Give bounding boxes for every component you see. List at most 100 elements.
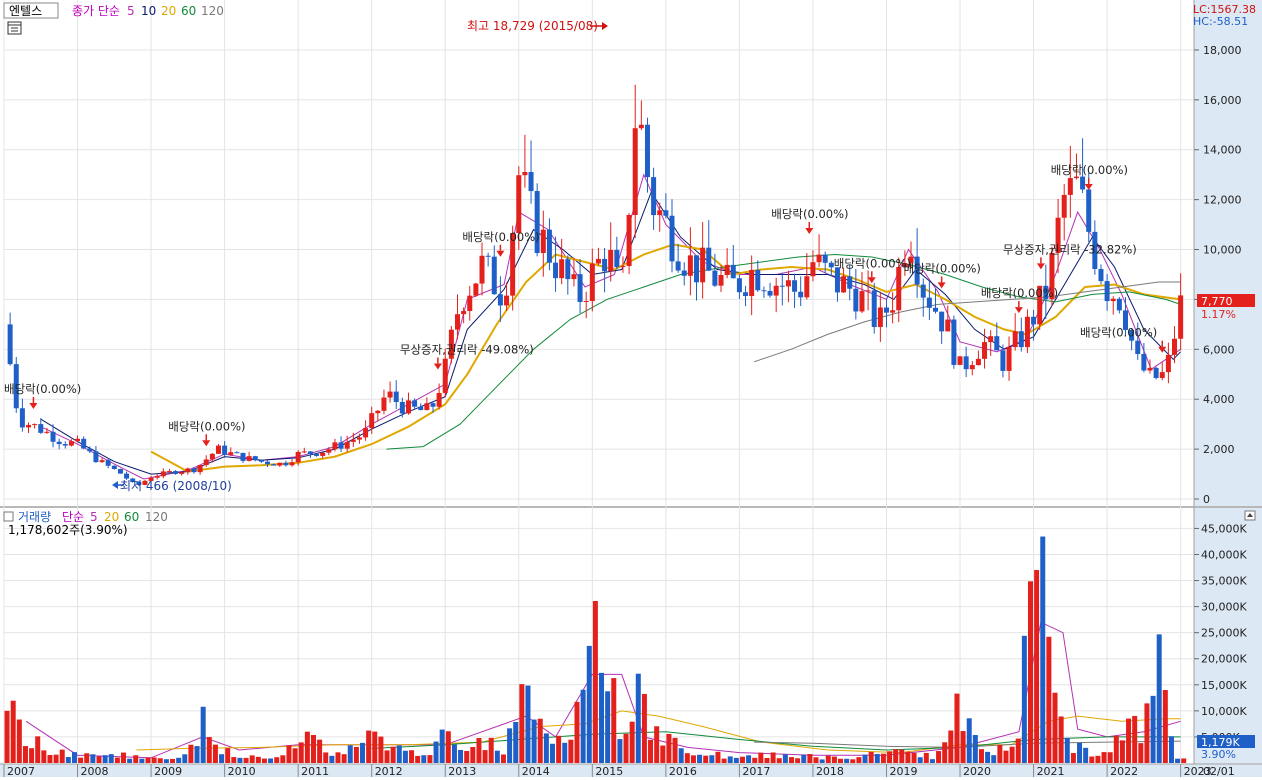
volume-bar xyxy=(1089,756,1095,763)
volume-bar xyxy=(378,736,384,763)
price-candle xyxy=(50,431,56,442)
price-candle xyxy=(810,262,816,277)
price-candle xyxy=(804,276,810,298)
price-legend-ma120: 120 xyxy=(201,4,224,18)
volume-bar xyxy=(1052,692,1058,763)
price-candle xyxy=(896,267,902,311)
date-tick-label: 2021 xyxy=(1037,765,1065,777)
price-candle xyxy=(969,365,975,370)
volume-bar xyxy=(286,745,292,763)
price-candle xyxy=(320,452,326,456)
price-candle xyxy=(1116,298,1122,311)
volume-bar xyxy=(78,757,84,763)
volume-bar xyxy=(874,753,880,763)
price-candle xyxy=(1122,310,1128,330)
volume-bar xyxy=(323,752,329,763)
price-ma-120-line xyxy=(753,281,1181,363)
lc-readout: LC:1567.38 xyxy=(1193,3,1256,16)
volume-bar xyxy=(635,673,641,763)
volume-bar xyxy=(1162,690,1168,763)
price-candle xyxy=(504,295,510,306)
price-candle xyxy=(883,307,889,313)
price-candle xyxy=(1061,194,1067,218)
price-candle xyxy=(1031,316,1037,325)
price-candle xyxy=(675,261,681,271)
price-candle xyxy=(957,356,963,365)
current-price: 7,770 xyxy=(1201,295,1233,308)
high-arrow-icon xyxy=(590,22,608,30)
price-candle xyxy=(1110,298,1116,302)
volume-bar xyxy=(856,757,862,763)
stock-name[interactable]: 엔텔스 xyxy=(9,4,42,18)
price-candle xyxy=(1012,331,1018,348)
volume-bar xyxy=(476,737,482,763)
price-candle xyxy=(914,256,920,285)
volume-bar xyxy=(788,757,794,763)
price-candle xyxy=(834,267,840,293)
volume-bar xyxy=(549,743,555,763)
price-legend-ma10: 10 xyxy=(141,4,156,18)
event-arrow-icon xyxy=(1158,346,1167,353)
price-candle xyxy=(1141,354,1147,371)
price-tick-label: 16,000 xyxy=(1203,94,1242,107)
volume-bar xyxy=(819,759,825,763)
volume-bar xyxy=(396,745,402,763)
volume-bar xyxy=(71,752,77,763)
event-label: 배당락(0.00%) xyxy=(904,261,981,275)
volume-bar xyxy=(47,755,53,763)
price-candle xyxy=(160,471,166,477)
event-label: 배당락(0.00%) xyxy=(771,207,848,221)
volume-bar xyxy=(4,710,10,763)
price-candle xyxy=(933,307,939,312)
event-arrow-icon xyxy=(202,440,211,447)
volume-bar xyxy=(274,757,280,763)
price-candle xyxy=(442,358,448,393)
date-tick-label: 2011 xyxy=(301,765,329,777)
price-candle xyxy=(38,424,44,433)
calendar-icon[interactable] xyxy=(7,21,22,35)
price-candle xyxy=(565,259,571,280)
volume-bar xyxy=(580,689,586,763)
price-tick-label: 0 xyxy=(1203,493,1210,506)
price-candle xyxy=(93,451,99,463)
volume-bar xyxy=(1113,735,1119,763)
volume-bar xyxy=(482,750,488,763)
price-candle xyxy=(405,400,411,414)
price-candle xyxy=(1165,354,1171,373)
volume-bar xyxy=(1156,634,1162,763)
price-candle xyxy=(222,445,228,455)
event-label: 배당락(0.00%) xyxy=(4,382,81,396)
price-candle xyxy=(62,444,68,446)
volume-bar xyxy=(1028,581,1034,763)
volume-bar xyxy=(641,693,647,763)
volume-bar xyxy=(114,757,120,763)
volume-tick-label: 25,000K xyxy=(1201,627,1247,640)
volume-bar xyxy=(1168,736,1174,763)
price-candle xyxy=(369,413,375,429)
volume-bar xyxy=(972,735,978,763)
price-candle xyxy=(841,276,847,293)
low-arrow-icon xyxy=(112,481,124,489)
event-label: 무상증자,권리락 -32.82%) xyxy=(1003,242,1137,256)
volume-panel-icon[interactable] xyxy=(3,511,14,522)
volume-bar xyxy=(409,750,415,763)
price-candle xyxy=(491,256,497,295)
price-candle xyxy=(1129,329,1135,341)
volume-bar xyxy=(1003,750,1009,763)
price-candle xyxy=(387,391,393,398)
volume-bar xyxy=(727,756,733,763)
price-candle xyxy=(669,215,675,262)
volume-bar xyxy=(16,719,22,763)
date-tick-label: 2012 xyxy=(375,765,403,777)
volume-readout: 1,178,602주(3.90%) xyxy=(8,523,128,537)
price-candle xyxy=(785,280,791,287)
panel-menu-icon[interactable] xyxy=(1244,510,1256,521)
price-candle xyxy=(792,280,798,292)
price-candle xyxy=(418,406,424,411)
price-legend-ma20: 20 xyxy=(161,4,176,18)
volume-axis-panel xyxy=(1194,508,1262,764)
volume-bar xyxy=(347,745,353,763)
volume-bar xyxy=(862,754,868,763)
stock-name-box[interactable] xyxy=(3,2,59,19)
price-candle xyxy=(718,275,724,286)
